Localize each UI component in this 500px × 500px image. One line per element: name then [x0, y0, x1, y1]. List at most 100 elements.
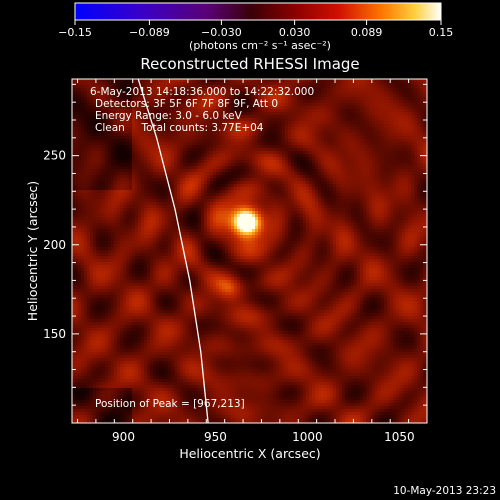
heatmap-cell [120, 193, 124, 197]
heatmap-cell [156, 199, 160, 203]
heatmap-cell [201, 148, 205, 152]
heatmap-cell [93, 148, 97, 152]
heatmap-cell [147, 151, 151, 155]
heatmap-cell [201, 169, 205, 173]
heatmap-cell [342, 88, 346, 92]
heatmap-cell [408, 142, 412, 146]
heatmap-cell [390, 172, 394, 176]
heatmap-cell [393, 130, 397, 134]
heatmap-cell [384, 85, 388, 89]
heatmap-cell [210, 100, 214, 104]
heatmap-cell [222, 175, 226, 179]
heatmap-cell [297, 124, 301, 128]
heatmap-cell [201, 196, 205, 200]
heatmap-cell [114, 139, 118, 143]
heatmap-cell [420, 169, 424, 173]
heatmap-cell [96, 121, 100, 125]
heatmap-cell [285, 136, 289, 140]
heatmap-cell [225, 124, 229, 128]
heatmap-cell [291, 82, 295, 86]
heatmap-cell [336, 160, 340, 164]
heatmap-cell [357, 202, 361, 206]
heatmap-cell [144, 178, 148, 182]
heatmap-cell [192, 136, 196, 140]
heatmap-cell [210, 169, 214, 173]
heatmap-cell [318, 94, 322, 98]
heatmap-cell [249, 175, 253, 179]
heatmap-cell [171, 190, 175, 194]
heatmap-cell [225, 172, 229, 176]
heatmap-cell [330, 109, 334, 113]
heatmap-cell [249, 127, 253, 131]
heatmap-cell [345, 139, 349, 143]
heatmap-cell [159, 124, 163, 128]
heatmap-cell [78, 94, 82, 98]
heatmap-cell [279, 106, 283, 110]
heatmap-cell [111, 88, 115, 92]
heatmap-cell [342, 79, 346, 83]
heatmap-cell [105, 115, 109, 119]
heatmap-cell [279, 142, 283, 146]
heatmap-cell [96, 160, 100, 164]
heatmap-cell [384, 196, 388, 200]
heatmap-cell [207, 181, 211, 185]
heatmap-cell [84, 157, 88, 161]
heatmap-cell [204, 103, 208, 107]
heatmap-cell [231, 136, 235, 140]
heatmap-cell [261, 175, 265, 179]
heatmap-cell [171, 172, 175, 176]
heatmap-cell [306, 172, 310, 176]
heatmap-cell [345, 154, 349, 158]
heatmap-cell [72, 112, 76, 116]
heatmap-cell [402, 130, 406, 134]
heatmap-cell [402, 127, 406, 131]
heatmap-cell [306, 121, 310, 125]
heatmap-cell [117, 106, 121, 110]
heatmap-cell [261, 193, 265, 197]
heatmap-cell [162, 187, 166, 191]
heatmap-cell [84, 181, 88, 185]
heatmap-cell [240, 202, 244, 206]
heatmap-cell [408, 154, 412, 158]
heatmap-cell [327, 199, 331, 203]
heatmap-cell [252, 142, 256, 146]
heatmap-cell [93, 91, 97, 95]
heatmap-cell [174, 175, 178, 179]
heatmap-cell [345, 178, 349, 182]
heatmap-cell [186, 127, 190, 131]
heatmap-cell [216, 175, 220, 179]
heatmap-cell [351, 172, 355, 176]
heatmap-cell [219, 199, 223, 203]
heatmap-cell [420, 172, 424, 176]
heatmap-cell [309, 154, 313, 158]
heatmap-cell [312, 115, 316, 119]
heatmap-cell [222, 142, 226, 146]
heatmap-cell [339, 133, 343, 137]
heatmap-cell [246, 172, 250, 176]
heatmap-cell [117, 118, 121, 122]
heatmap-cell [276, 94, 280, 98]
heatmap-cell [273, 178, 277, 182]
heatmap-cell [147, 196, 151, 200]
heatmap-cell [243, 193, 247, 197]
heatmap-cell [309, 196, 313, 200]
heatmap-cell [144, 130, 148, 134]
heatmap-cell [276, 196, 280, 200]
heatmap-cell [141, 151, 145, 155]
heatmap-cell [366, 139, 370, 143]
heatmap-cell [387, 142, 391, 146]
heatmap-cell [207, 172, 211, 176]
heatmap-cell [351, 97, 355, 101]
heatmap-cell [240, 118, 244, 122]
heatmap-cell [267, 136, 271, 140]
heatmap-cell [411, 145, 415, 149]
heatmap-cell [159, 109, 163, 113]
heatmap-cell [204, 100, 208, 104]
heatmap-cell [162, 172, 166, 176]
heatmap-cell [192, 115, 196, 119]
heatmap-cell [309, 175, 313, 179]
heatmap-cell [147, 118, 151, 122]
heatmap-cell [186, 151, 190, 155]
heatmap-cell [132, 139, 136, 143]
heatmap-cell [390, 169, 394, 173]
